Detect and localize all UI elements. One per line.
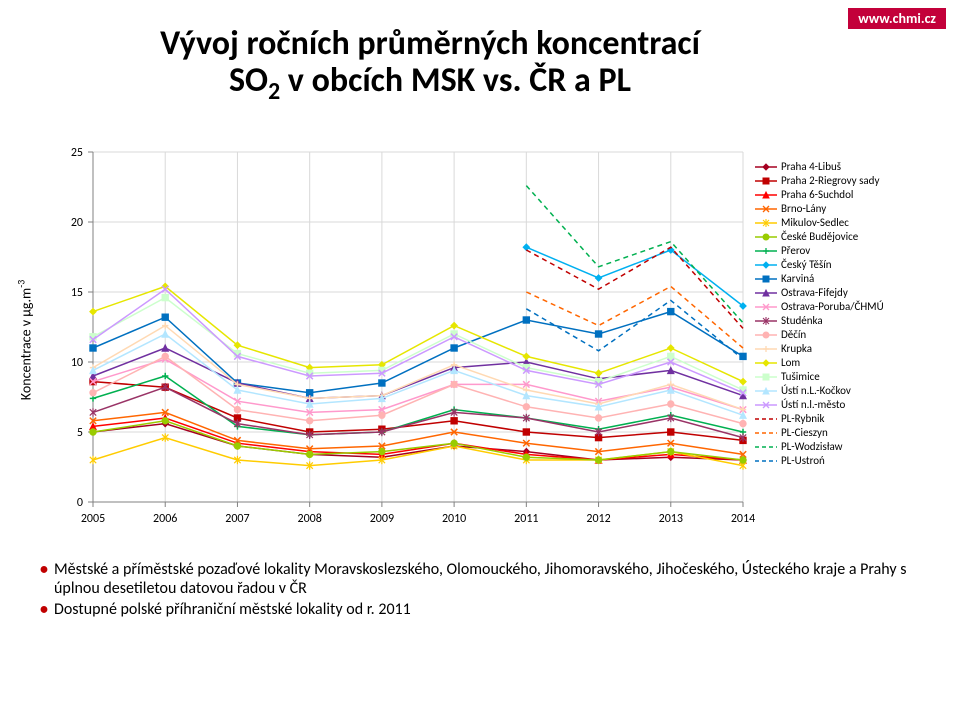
legend-label: Mikulov-Sedlec bbox=[781, 216, 849, 230]
legend-swatch bbox=[755, 384, 777, 398]
legend-label: Ostrava-Poruba/ČHMÚ bbox=[781, 300, 884, 314]
legend-item: Ostrava-Poruba/ČHMÚ bbox=[755, 300, 884, 314]
title-line-2: SO2 v obcích MSK vs. ČR a PL bbox=[70, 62, 790, 105]
legend-item: PL-Wodzisław bbox=[755, 440, 884, 454]
svg-text:2012: 2012 bbox=[586, 512, 610, 526]
url-badge: www.chmi.cz bbox=[848, 8, 946, 29]
legend-swatch bbox=[755, 272, 777, 286]
legend-swatch bbox=[755, 258, 777, 272]
legend-item: Lom bbox=[755, 356, 884, 370]
legend-swatch bbox=[755, 174, 777, 188]
legend-label: Ústí n.l.-město bbox=[781, 398, 845, 412]
legend-item: Praha 2-Riegrovy sady bbox=[755, 174, 884, 188]
legend-label: Ústí n.L.-Kočkov bbox=[781, 384, 851, 398]
line-chart: Koncentrace v μg.m-3 0510152025200520062… bbox=[35, 140, 925, 540]
legend-label: Studénka bbox=[781, 314, 823, 328]
legend-swatch bbox=[755, 160, 777, 174]
svg-text:15: 15 bbox=[71, 286, 83, 300]
legend-swatch bbox=[755, 370, 777, 384]
legend-label: Ostrava-Fifejdy bbox=[781, 286, 848, 300]
legend-swatch bbox=[755, 300, 777, 314]
legend-item: Praha 4-Libuš bbox=[755, 160, 884, 174]
legend-label: Praha 4-Libuš bbox=[781, 160, 841, 174]
legend-label: České Budějovice bbox=[781, 230, 858, 244]
legend-item: Brno-Lány bbox=[755, 202, 884, 216]
svg-text:2006: 2006 bbox=[153, 512, 177, 526]
legend-item: České Budějovice bbox=[755, 230, 884, 244]
legend-label: Praha 2-Riegrovy sady bbox=[781, 174, 879, 188]
legend-swatch bbox=[755, 426, 777, 440]
legend-swatch bbox=[755, 314, 777, 328]
legend-item: Ústí n.l.-město bbox=[755, 398, 884, 412]
legend-item: Přerov bbox=[755, 244, 884, 258]
legend-label: Praha 6-Suchdol bbox=[781, 188, 853, 202]
legend-item: Krupka bbox=[755, 342, 884, 356]
bullet-list: Městské a příměstské pozaďové lokality M… bbox=[40, 560, 920, 619]
legend-item: Děčín bbox=[755, 328, 884, 342]
legend-item: Ostrava-Fifejdy bbox=[755, 286, 884, 300]
legend-label: Lom bbox=[781, 356, 800, 370]
svg-text:20: 20 bbox=[71, 216, 83, 230]
legend-item: PL-Cieszyn bbox=[755, 426, 884, 440]
legend-label: Karviná bbox=[781, 272, 814, 286]
svg-text:2014: 2014 bbox=[731, 512, 755, 526]
bullet-item: Městské a příměstské pozaďové lokality M… bbox=[40, 560, 920, 598]
legend-swatch bbox=[755, 356, 777, 370]
legend-swatch bbox=[755, 286, 777, 300]
legend-item: PL-Rybnik bbox=[755, 412, 884, 426]
legend-label: Český Těšín bbox=[781, 258, 832, 272]
page-title: Vývoj ročních průměrných koncentrací SO2… bbox=[70, 25, 790, 105]
legend-swatch bbox=[755, 202, 777, 216]
legend-item: Karviná bbox=[755, 272, 884, 286]
legend-label: Brno-Lány bbox=[781, 202, 826, 216]
legend-label: PL-Rybnik bbox=[781, 412, 825, 426]
legend-label: PL-Ustroń bbox=[781, 454, 825, 468]
svg-text:2008: 2008 bbox=[298, 512, 322, 526]
legend-item: Mikulov-Sedlec bbox=[755, 216, 884, 230]
legend-swatch bbox=[755, 412, 777, 426]
footnote-bullets: Městské a příměstské pozaďové lokality M… bbox=[40, 560, 920, 621]
legend-label: PL-Cieszyn bbox=[781, 426, 828, 440]
legend-item: Praha 6-Suchdol bbox=[755, 188, 884, 202]
legend-item: Ústí n.L.-Kočkov bbox=[755, 384, 884, 398]
legend-swatch bbox=[755, 398, 777, 412]
svg-text:0: 0 bbox=[77, 496, 83, 510]
legend-label: PL-Wodzisław bbox=[781, 440, 843, 454]
svg-text:2009: 2009 bbox=[370, 512, 394, 526]
legend-swatch bbox=[755, 216, 777, 230]
y-axis-label: Koncentrace v μg.m-3 bbox=[16, 280, 35, 400]
legend-item: Český Těšín bbox=[755, 258, 884, 272]
legend-swatch bbox=[755, 440, 777, 454]
svg-text:2013: 2013 bbox=[659, 512, 683, 526]
legend-swatch bbox=[755, 454, 777, 468]
svg-text:2011: 2011 bbox=[514, 512, 538, 526]
legend-swatch bbox=[755, 244, 777, 258]
legend-item: Tušimice bbox=[755, 370, 884, 384]
svg-text:2007: 2007 bbox=[225, 512, 249, 526]
legend-item: Studénka bbox=[755, 314, 884, 328]
legend-label: Tušimice bbox=[781, 370, 820, 384]
legend-label: Krupka bbox=[781, 342, 812, 356]
title-line-1: Vývoj ročních průměrných koncentrací bbox=[160, 23, 700, 64]
svg-text:10: 10 bbox=[71, 356, 83, 370]
legend-swatch bbox=[755, 188, 777, 202]
legend-swatch bbox=[755, 342, 777, 356]
chart-legend: Praha 4-LibušPraha 2-Riegrovy sadyPraha … bbox=[755, 160, 884, 468]
svg-text:5: 5 bbox=[77, 426, 83, 440]
legend-swatch bbox=[755, 328, 777, 342]
legend-label: Děčín bbox=[781, 328, 806, 342]
legend-item: PL-Ustroń bbox=[755, 454, 884, 468]
svg-text:2010: 2010 bbox=[442, 512, 466, 526]
bullet-item: Dostupné polské příhraniční městské loka… bbox=[40, 600, 920, 619]
legend-swatch bbox=[755, 230, 777, 244]
svg-text:2005: 2005 bbox=[81, 512, 105, 526]
svg-text:25: 25 bbox=[71, 146, 83, 160]
legend-label: Přerov bbox=[781, 244, 810, 258]
